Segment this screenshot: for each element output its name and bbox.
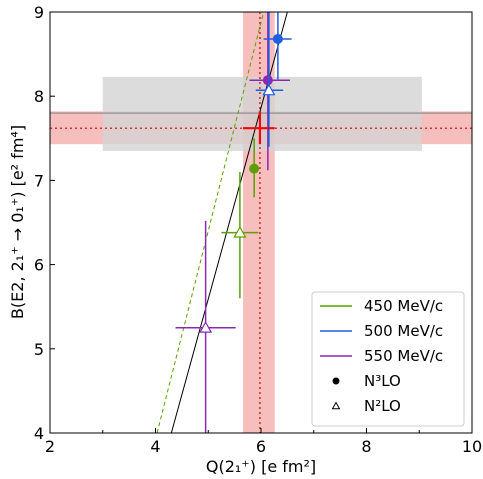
legend-label-2: 550 MeV/c xyxy=(364,347,443,365)
x-ticks: 2 4 6 8 10 xyxy=(45,428,482,456)
y-tick-label-2: 6 xyxy=(34,256,44,275)
y-tick-label-1: 5 xyxy=(34,340,44,359)
gray-box xyxy=(102,76,422,151)
legend: 450 MeV/c 500 MeV/c 550 MeV/c N³LO N²LO xyxy=(311,291,465,427)
y-axis-label: B(E2, 2₁⁺ → 0₁⁺) [e² fm⁴] xyxy=(8,125,27,319)
x-tick-label-4: 10 xyxy=(462,437,482,456)
legend-swatch-4 xyxy=(331,401,341,410)
x-tick-label-2: 6 xyxy=(256,437,266,456)
legend-label-4: N²LO xyxy=(364,397,401,415)
dashed-fit-line xyxy=(156,12,265,433)
data-points xyxy=(175,12,292,433)
y-ticks: 4 5 6 7 8 9 xyxy=(34,3,55,443)
point-450-mev-c-n2lo-marker xyxy=(233,225,247,238)
y-tick-label-0: 4 xyxy=(34,424,44,443)
point-450-mev-c-n3lo-marker xyxy=(249,163,260,174)
legend-label-0: 450 MeV/c xyxy=(364,297,443,315)
x-axis-label: Q(2₁⁺) [e fm²] xyxy=(206,457,316,476)
point-500-mev-c-n3lo-marker xyxy=(272,33,283,44)
point-500-mev-c-n2lo-marker xyxy=(262,83,276,96)
legend-label-3: N³LO xyxy=(364,372,401,390)
legend-swatch-3 xyxy=(332,377,340,385)
y-tick-label-5: 9 xyxy=(34,3,44,22)
legend-label-1: 500 MeV/c xyxy=(364,322,443,340)
y-tick-label-4: 8 xyxy=(34,87,44,106)
y-tick-label-3: 7 xyxy=(34,171,44,190)
legend-box xyxy=(311,291,465,427)
point-550-mev-c-n2lo-marker xyxy=(199,321,213,333)
x-tick-label-3: 8 xyxy=(361,437,371,456)
point-550-mev-c-n3lo-marker xyxy=(262,75,273,86)
x-tick-label-1: 4 xyxy=(150,437,160,456)
x-tick-label-0: 2 xyxy=(45,437,55,456)
